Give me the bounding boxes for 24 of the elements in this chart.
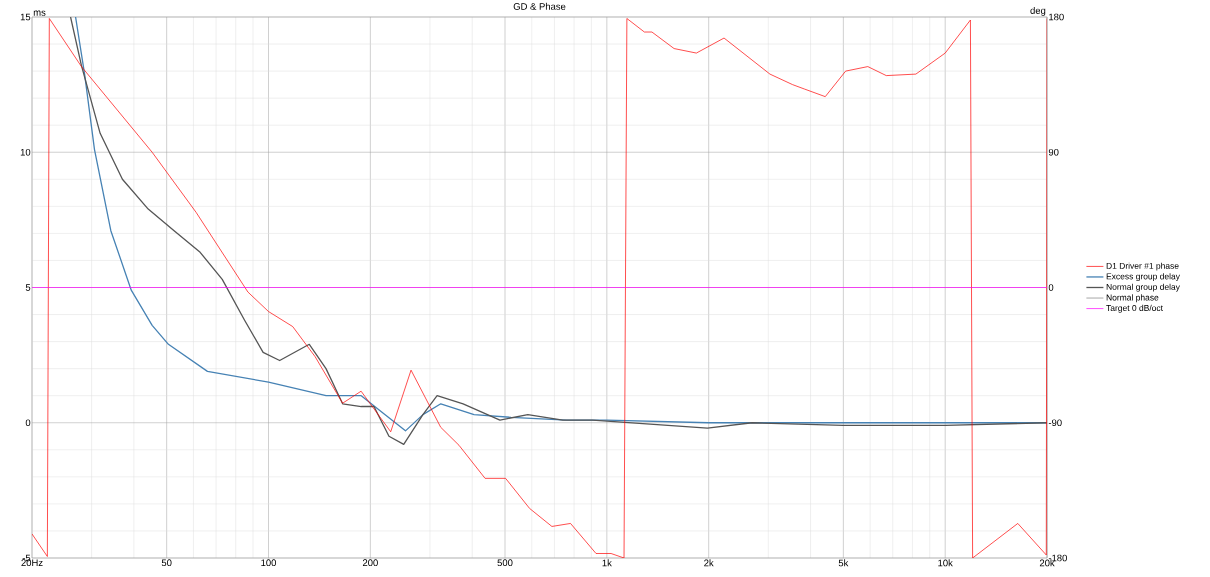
legend-label: Excess group delay — [1106, 273, 1180, 282]
y2-tick-label: 180 — [1049, 13, 1064, 21]
x-tick-label: 100 — [261, 559, 277, 567]
y-tick-label: 15 — [20, 13, 31, 21]
y2-tick-label: -90 — [1048, 419, 1062, 427]
y2-tick-label: 0 — [1048, 284, 1054, 291]
y-tick-label: 0 — [25, 419, 31, 427]
legend-label: Target 0 dB/oct — [1106, 304, 1163, 313]
y2-axis-title: deg — [1030, 6, 1046, 16]
x-tick-label: 50 — [161, 559, 172, 567]
legend-label: D1 Driver #1 phase — [1106, 262, 1179, 271]
x-tick-label: 200 — [362, 559, 378, 567]
y-tick-label: 5 — [25, 284, 31, 291]
chart-title: GD & Phase — [513, 2, 566, 10]
y2-tick-label: 90 — [1048, 148, 1059, 156]
x-tick-label: 2k — [704, 559, 714, 567]
legend-label: Normal group delay — [1106, 283, 1180, 292]
x-tick-label: 1k — [602, 559, 612, 567]
y-axis-title: ms — [33, 10, 46, 16]
x-tick-label: 10k — [938, 559, 953, 567]
legend-label: Normal phase — [1106, 294, 1159, 303]
x-tick-label: 5k — [838, 559, 849, 567]
y-tick-label: 10 — [20, 148, 31, 156]
x-tick-label: 500 — [497, 559, 513, 567]
